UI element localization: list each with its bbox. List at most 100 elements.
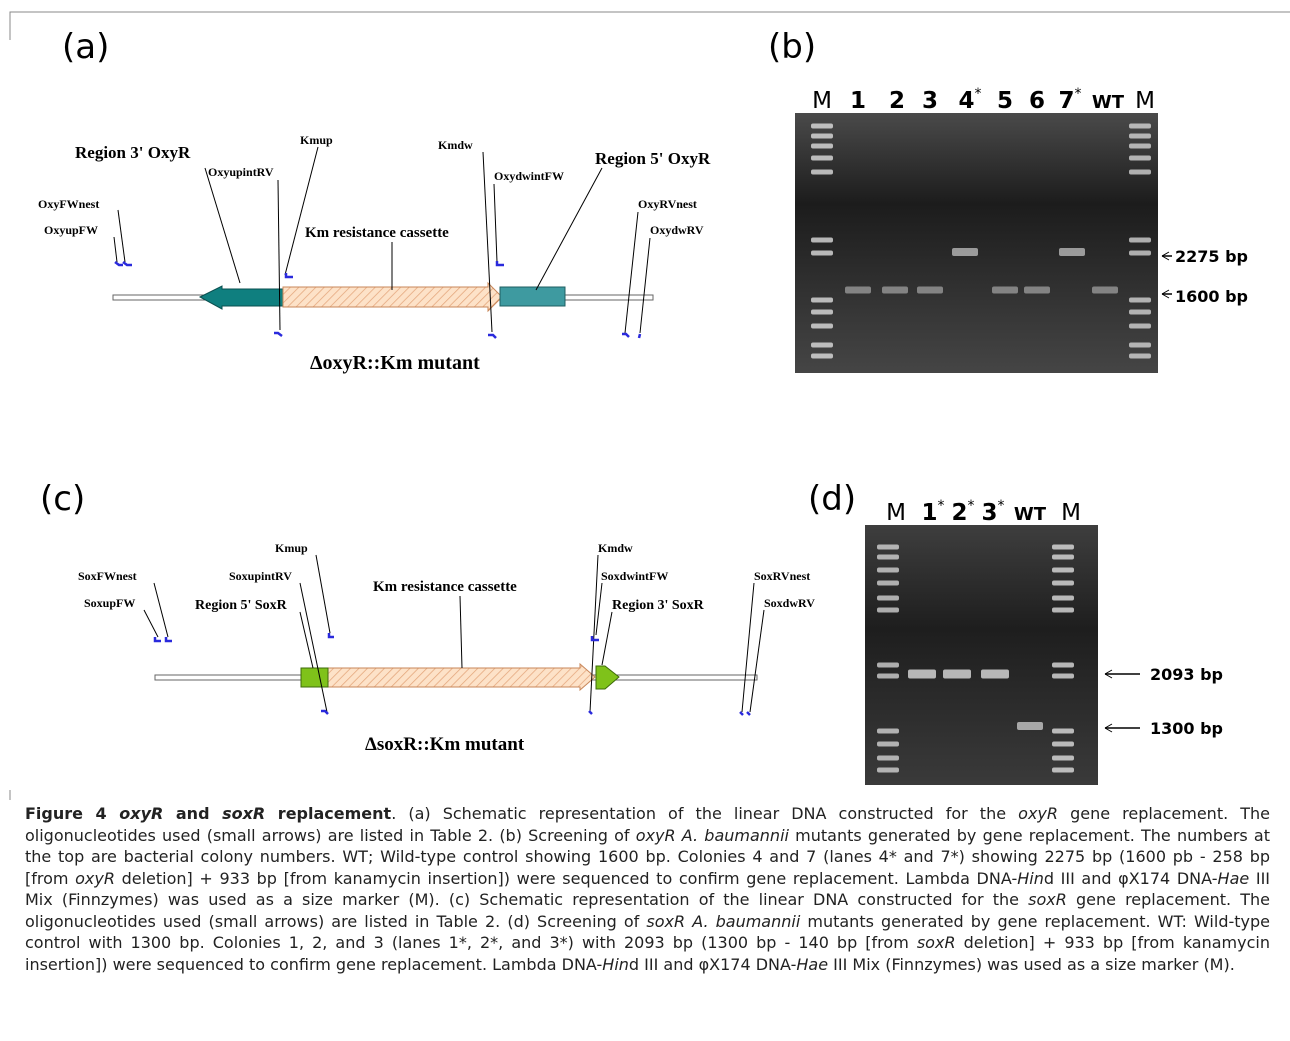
gel-band — [811, 123, 833, 129]
gel-band — [1129, 237, 1151, 243]
size-arrow — [1104, 669, 1113, 679]
gel-band — [1129, 309, 1151, 315]
caption-text: Figure 4 — [25, 804, 120, 823]
gel-band — [811, 342, 833, 348]
lane-text: 1 — [850, 88, 866, 114]
gel-band — [917, 286, 943, 294]
figure: (a) Region 3' OxyR Region 5' OxyR Kmup — [9, 11, 1290, 800]
caption-text: d III and φX174 DNA- — [628, 954, 797, 974]
gel-band — [811, 323, 833, 329]
gel-band — [877, 554, 899, 560]
panel-label: (a) — [62, 27, 109, 67]
lane-label: 3 — [922, 88, 938, 114]
region-label: Region 3' OxyR — [75, 143, 191, 162]
gel-band — [877, 755, 899, 761]
region-label: Region 3' SoxR — [612, 598, 705, 613]
gel-band — [992, 286, 1018, 294]
primer-marks — [114, 261, 642, 339]
gel-band — [877, 580, 899, 586]
construct-title: ΔsoxR::Km mutant — [365, 734, 525, 755]
leader-lines — [113, 146, 651, 334]
lane-text: 2 — [951, 500, 967, 526]
lane-text: 4 — [958, 88, 974, 114]
lane-text: 3 — [922, 88, 938, 114]
caption-text: d III and φX174 DNA- — [1043, 868, 1218, 888]
primer-label: OxydwintFW — [494, 169, 564, 183]
lane-superscript: * — [938, 498, 945, 514]
region-arrow — [595, 665, 620, 690]
gel-band — [1024, 286, 1050, 294]
caption-text: oxyR — [1018, 804, 1058, 823]
gel-band — [1052, 662, 1074, 668]
lane-text: M — [1061, 500, 1081, 526]
figure-caption: Figure 4 oxyR and soxR replacement. (a) … — [25, 803, 1270, 975]
size-arrow — [1161, 289, 1170, 299]
lane-text: 3 — [981, 500, 997, 526]
caption-text: oxyR — [75, 868, 115, 888]
gel-bands — [811, 123, 1151, 359]
gel-band — [877, 767, 899, 773]
gel-band — [1052, 595, 1074, 601]
gel-band — [1052, 673, 1074, 679]
gel-band — [1129, 123, 1151, 129]
lane-text: 7 — [1058, 88, 1074, 114]
gel-band — [811, 297, 833, 303]
lane-labels: M 1 2 3 4* 5 6 7* WT M — [812, 86, 1155, 114]
region-label: Region 5' SoxR — [195, 598, 288, 613]
lane-label: 4* — [958, 86, 981, 114]
gel-image — [795, 113, 1158, 373]
lane-text: 1 — [921, 500, 937, 526]
lane-text: M — [886, 500, 906, 526]
leader-lines — [143, 554, 765, 713]
caption-text: oxyR A. baumannii — [635, 825, 789, 845]
gel-band — [1059, 248, 1085, 256]
gel-band — [1052, 607, 1074, 613]
panel-c: (c) SoxFWnest SoxupFW Kmup SoxupintRV — [40, 479, 815, 755]
gel-band — [1052, 728, 1074, 734]
gel-band — [1129, 155, 1151, 161]
lane-label: 2* — [951, 498, 974, 526]
panel-label: (d) — [808, 479, 856, 519]
primer-label: SoxdwRV — [764, 596, 815, 610]
gel-band — [811, 237, 833, 243]
primer-label: OxyupintRV — [208, 165, 274, 179]
region-arrow — [198, 285, 284, 310]
lane-superscript: * — [998, 498, 1005, 514]
gel-band — [877, 607, 899, 613]
cassette — [327, 662, 596, 692]
caption-text: oxyR — [119, 804, 164, 823]
gel-band — [811, 250, 833, 256]
gel-band — [811, 309, 833, 315]
panel-label: (b) — [768, 27, 816, 67]
caption-text: and — [163, 804, 223, 823]
gel-band — [1052, 567, 1074, 573]
primer-label: OxyRVnest — [638, 197, 697, 211]
lane-label: M — [886, 500, 906, 526]
gel-band — [1052, 767, 1074, 773]
lane-label: 1* — [921, 498, 944, 526]
lane-text: WT — [1014, 504, 1047, 525]
gel-band — [1129, 250, 1151, 256]
caption-text: . (a) Schematic representation of the li… — [391, 804, 1019, 823]
gel-band — [877, 662, 899, 668]
gel-band — [845, 286, 871, 294]
primer-label: SoxRVnest — [754, 569, 810, 583]
size-label: 1600 bp — [1175, 287, 1248, 306]
caption-text: deletion] + 933 bp [from kanamycin inser… — [25, 933, 1270, 974]
primer-label: OxyFWnest — [38, 197, 99, 211]
caption-text: Hin — [1017, 868, 1044, 888]
gel-band — [943, 669, 971, 679]
gel-band — [811, 143, 833, 149]
primer-label: Kmdw — [598, 541, 633, 555]
region-label: Region 5' OxyR — [595, 149, 711, 168]
primer-label: SoxupFW — [84, 596, 135, 610]
lane-text: 6 — [1029, 88, 1045, 114]
lane-text: 2 — [889, 88, 905, 114]
caption-text: mutants generated by gene replacement. T… — [25, 825, 1271, 888]
lane-text: WT — [1092, 92, 1125, 113]
gel-band — [1129, 297, 1151, 303]
gel-band — [811, 353, 833, 359]
gel-band — [1052, 544, 1074, 550]
gel-band — [1052, 741, 1074, 747]
primer-label: Kmup — [300, 133, 333, 147]
